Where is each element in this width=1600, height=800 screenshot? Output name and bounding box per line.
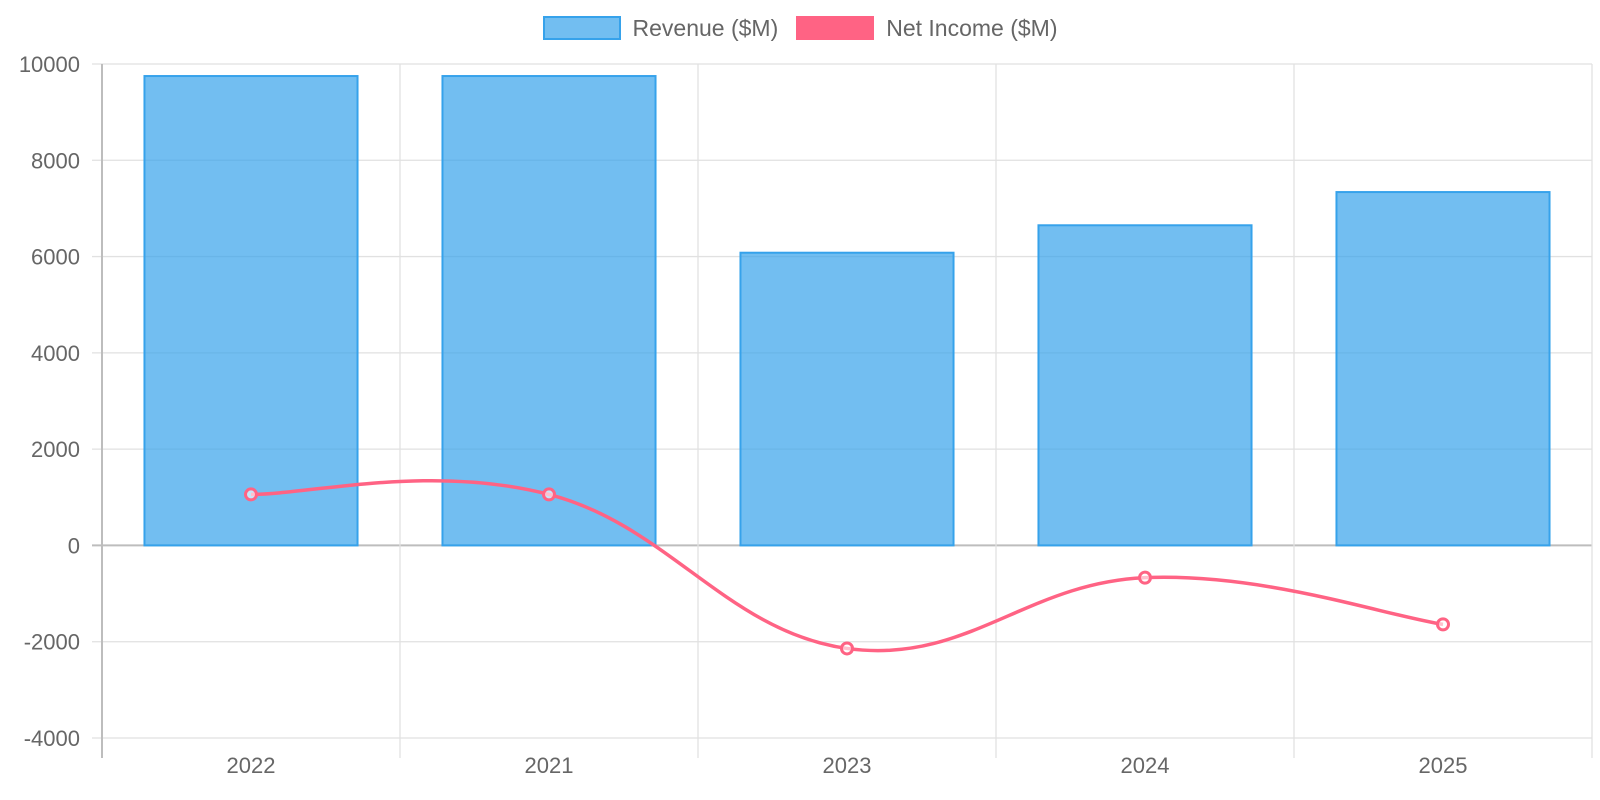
bar-revenue <box>739 251 955 547</box>
legend: Revenue ($M) Net Income ($M) <box>0 16 1600 40</box>
bar-revenue <box>441 75 657 547</box>
bar-revenue <box>1037 224 1253 547</box>
point-net-income <box>1138 570 1152 585</box>
x-tick-label: 2024 <box>1121 753 1170 778</box>
legend-item-revenue[interactable]: Revenue ($M) <box>542 14 779 41</box>
legend-item-net-income[interactable]: Net Income ($M) <box>796 14 1058 41</box>
point-net-income <box>840 641 854 656</box>
bar-revenue <box>143 75 359 547</box>
y-tick-label: 10000 <box>19 52 80 77</box>
point-net-income <box>244 487 258 502</box>
legend-swatch-net-income <box>796 16 875 40</box>
y-tick-label: 4000 <box>31 341 80 366</box>
y-tick-label: -4000 <box>24 726 80 751</box>
y-tick-label: 6000 <box>31 245 80 270</box>
x-tick-label: 2021 <box>525 753 574 778</box>
point-net-income <box>1436 617 1450 632</box>
y-tick-label: -2000 <box>24 630 80 655</box>
x-tick-label: 2023 <box>823 753 872 778</box>
x-tick-label: 2022 <box>227 753 276 778</box>
y-tick-label: 0 <box>68 533 80 558</box>
y-tick-label: 8000 <box>31 148 80 173</box>
legend-label-revenue: Revenue ($M) <box>632 14 779 41</box>
legend-label-net-income: Net Income ($M) <box>886 14 1058 41</box>
x-tick-label: 2025 <box>1419 753 1468 778</box>
bar-revenue <box>1335 191 1551 547</box>
y-tick-label: 2000 <box>31 437 80 462</box>
point-net-income <box>542 487 556 502</box>
legend-swatch-revenue <box>542 16 621 40</box>
